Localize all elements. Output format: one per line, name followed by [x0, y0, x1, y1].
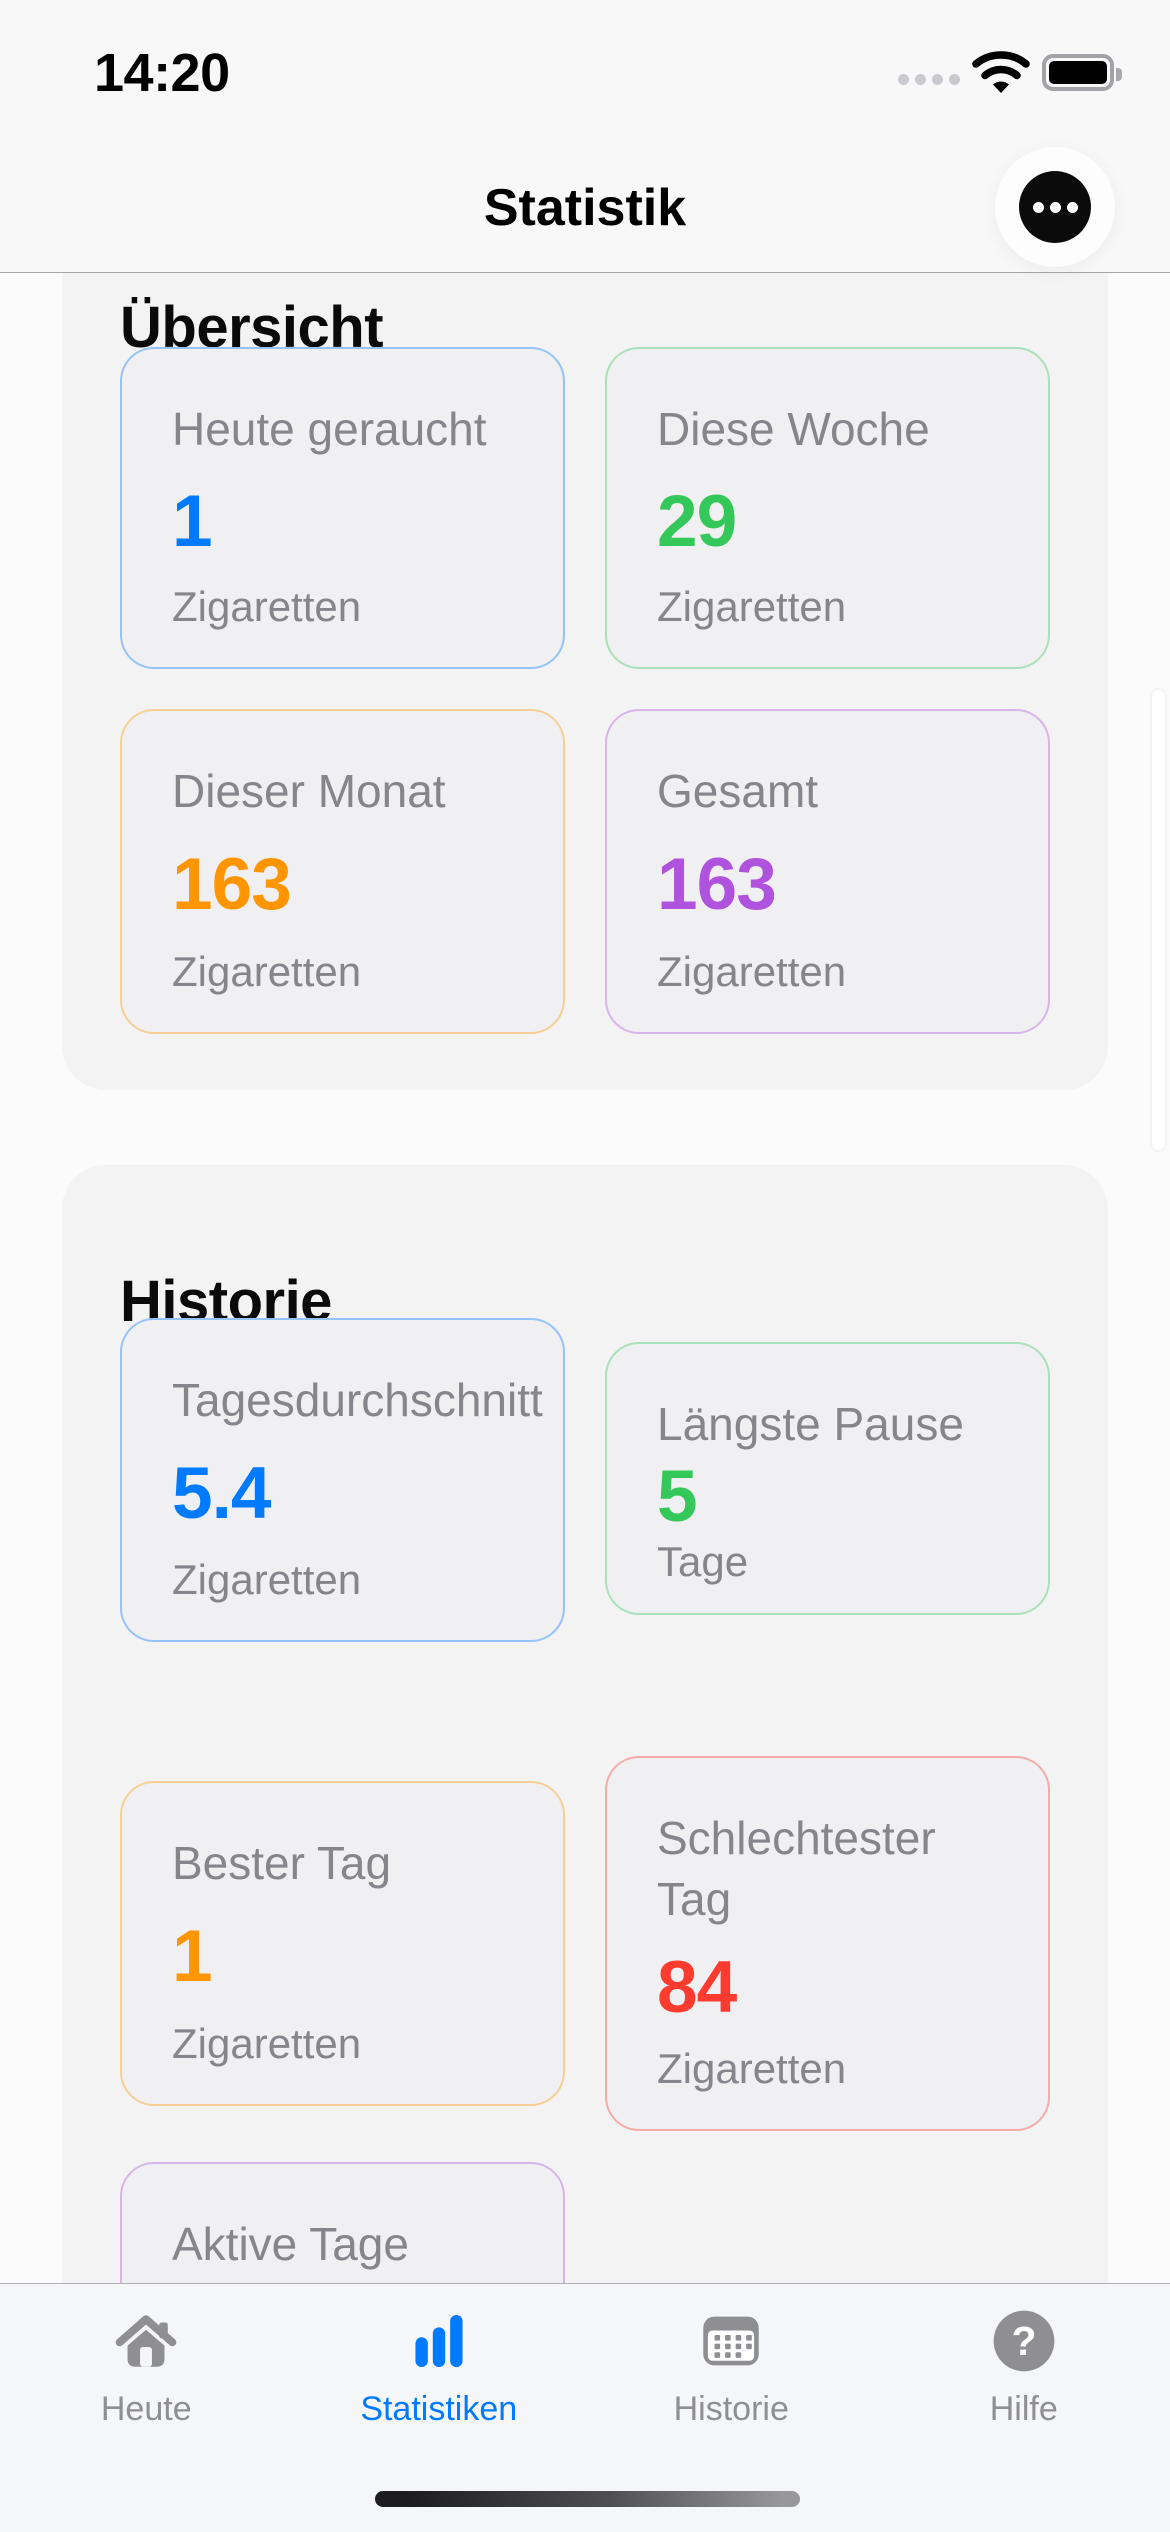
calendar-icon — [696, 2306, 766, 2376]
stat-card-schlechtester-tag: Schlechtester Tag 84 Zigaretten — [605, 1756, 1050, 2131]
stat-value: 1 — [172, 480, 213, 562]
stat-label: Schlechtester Tag — [657, 1812, 936, 1925]
svg-text:?: ? — [1011, 2318, 1036, 2364]
scroll-indicator[interactable] — [1152, 690, 1165, 1150]
stat-label: Tagesdurchschnitt — [172, 1374, 543, 1426]
cellular-signal-icon — [898, 73, 960, 85]
stat-label: Heute geraucht — [172, 403, 487, 455]
tab-bar: Heute Statistiken — [0, 2283, 1170, 2532]
stat-unit: Zigaretten — [657, 583, 847, 630]
stat-card-diese-woche: Diese Woche 29 Zigaretten — [605, 347, 1050, 669]
stat-value: 1 — [172, 1916, 213, 1998]
stat-card-tagesdurchschnitt: Tagesdurchschnitt 5.4 Zigaretten — [120, 1318, 565, 1642]
stat-label: Gesamt — [657, 765, 819, 817]
stat-unit: Zigaretten — [172, 948, 362, 995]
tab-statistiken[interactable]: Statistiken — [293, 2284, 586, 2532]
stat-unit: Zigaretten — [172, 2020, 362, 2067]
overview-panel: Übersicht Heute geraucht 1 Zigaretten Di… — [62, 140, 1108, 1090]
stat-card-dieser-monat: Dieser Monat 163 Zigaretten — [120, 709, 565, 1034]
page-title: Statistik — [483, 179, 687, 237]
header: 14:20 Statistik — [0, 0, 1170, 273]
home-indicator[interactable] — [375, 2491, 800, 2507]
wifi-icon — [972, 51, 1030, 93]
tab-heute[interactable]: Heute — [0, 2284, 293, 2532]
stat-card-heute-geraucht: Heute geraucht 1 Zigaretten — [120, 347, 565, 669]
stat-unit: Tage — [657, 1537, 749, 1585]
stat-unit: Zigaretten — [172, 1556, 362, 1603]
tab-label: Hilfe — [989, 2390, 1058, 2428]
stat-value: 5 — [657, 1455, 698, 1537]
stat-value: 163 — [172, 844, 292, 926]
stat-card-bester-tag: Bester Tag 1 Zigaretten — [120, 1781, 565, 2106]
stat-value: 29 — [657, 480, 737, 562]
more-button[interactable] — [995, 147, 1115, 267]
stat-value: 84 — [657, 1946, 737, 2028]
stat-label: Bester Tag — [172, 1837, 392, 1889]
tab-label: Statistiken — [360, 2390, 518, 2428]
question-circle-icon: ? — [989, 2306, 1059, 2376]
status-time: 14:20 — [94, 43, 230, 103]
stat-value: 5.4 — [172, 1452, 271, 1534]
stat-unit: Zigaretten — [172, 583, 362, 630]
stat-card-gesamt: Gesamt 163 Zigaretten — [605, 709, 1050, 1034]
stat-label: Aktive Tage — [172, 2218, 409, 2270]
history-panel: Historie Tagesdurchschnitt 5.4 Zigarette… — [62, 1165, 1108, 2505]
stat-label: Längste Pause — [657, 1398, 964, 1450]
status-icons — [898, 51, 1122, 93]
battery-icon — [1042, 53, 1122, 91]
tab-historie[interactable]: Historie — [585, 2284, 878, 2532]
tab-label: Historie — [673, 2390, 789, 2428]
stat-label: Dieser Monat — [172, 765, 446, 817]
tab-label: Heute — [100, 2390, 192, 2428]
tab-hilfe[interactable]: ? Hilfe — [878, 2284, 1170, 2532]
stat-unit: Zigaretten — [657, 948, 847, 995]
stat-value: 163 — [657, 844, 777, 926]
bar-chart-icon — [404, 2306, 474, 2376]
ellipsis-icon — [1019, 171, 1091, 243]
house-icon — [111, 2306, 181, 2376]
stat-card-laengste-pause: Längste Pause 5 Tage — [605, 1342, 1050, 1615]
stat-unit: Zigaretten — [657, 2045, 847, 2092]
stat-label: Diese Woche — [657, 403, 930, 455]
